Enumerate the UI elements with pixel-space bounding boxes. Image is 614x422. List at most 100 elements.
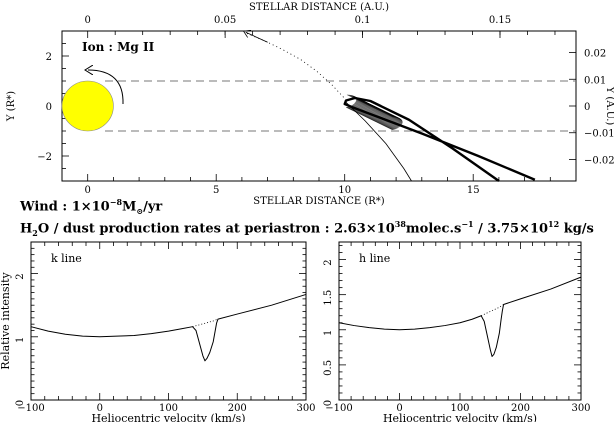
spectrum-frame [30,241,307,401]
orbit-bottom-axis-label: STELLAR DISTANCE (R*) [253,196,385,207]
orbit-x-tick-label: 0 [85,185,91,196]
rotation-arrow [88,70,124,105]
orbit-right-tick-label: 0.02 [584,49,606,60]
wind-prefix: Wind : 1×10 [20,199,110,215]
orbit-top-axis-label: STELLAR DISTANCE (A.U.) [249,2,389,13]
spectrum-continuum [481,304,504,317]
comet-coma-streak [346,107,393,130]
orbit-right-axis-label: Y (A.U.) [604,86,614,126]
comet-coma-streak [352,104,399,128]
orbit-panel: 0 5 10 15 −2 0 2 0 0.05 0.1 0.15 0.02 0.01 0 −0.01 −0.0… [6,2,614,207]
spectrum-y-tick-label: 1 [323,330,334,336]
comet-coma-streak [349,106,397,129]
orbit-y-tick-label: 2 [46,52,52,63]
rates-text-2: molec.s [405,221,462,237]
orbit-x-tick-label: 15 [467,185,480,196]
orbit-top-tick-label: 0.1 [355,15,371,26]
comet-coma-streak [348,106,396,130]
comet-coma-streak [356,99,403,123]
spectrum-line-label: h line [359,252,390,265]
spectrum-continuum [192,318,219,328]
rates-h: H [20,221,33,237]
spectrum-y-tick-label: 0.5 [323,360,334,376]
comet-coma-streak [356,100,403,124]
comet-coma-streak [353,103,401,127]
spectrum-x-tick-label: −100 [17,403,44,414]
rates-text-1: O / dust production rates at periastron … [37,221,395,237]
orbit-x-tick-label: 5 [213,185,219,196]
spectrum-profile [30,293,307,362]
comet-coma-streak [355,101,403,124]
spectrum-x-tick-label: 100 [159,403,178,414]
spectrum-frame [338,241,582,401]
incoming-trajectory [246,33,345,99]
comet-orbit [343,96,536,182]
star-disk [61,80,114,132]
comet-coma-streak [354,103,401,126]
comet-coma-streak [346,94,394,118]
spectrum-x-tick-label: 100 [450,403,469,414]
comet-coma-streak [355,101,402,125]
wind-exponent: −8 [109,197,123,207]
spectrum-x-tick-label: 300 [296,403,315,414]
comet-coma-streak [353,104,400,128]
orbit-left-axis-label: Y (R*) [6,91,17,122]
spectrum-x-axis-label: Heliocentric velocity (km/s) [91,412,245,422]
comet-coma-streak [352,105,399,128]
comet-coma-streak [349,94,396,118]
orbit-right-tick-label: 0 [584,102,590,113]
comet-coma-streak [350,105,397,129]
comet-coma-streak [350,94,397,118]
comet-coma-streak [348,94,396,118]
rates-text-3: / 3.75×10 [473,221,549,237]
rates-exp-2: −1 [461,219,474,229]
comet-coma-streak [351,105,398,129]
comet-coma-streak [345,107,393,130]
wind-label: Wind : 1×10−8M⊙/yr [20,197,162,216]
spectrum-profile [338,276,582,357]
orbit-right-tick-label: −0.01 [584,129,614,140]
orbit-y-tick-label: 0 [46,102,52,113]
comet-coma-streak [355,102,402,126]
spectrum-x-tick-label: 0 [396,403,402,414]
orbit-top-tick-label: 0.05 [214,15,236,26]
comet-tail-line [344,100,412,182]
spectrum-y-tick-label: 0 [323,400,334,406]
rates-sub: 2 [32,227,38,238]
trajectory-arrow [246,32,268,43]
spectrum-line-label: k line [51,252,82,265]
comet-coma-streak [355,101,403,125]
ion-annotation: Ion : Mg II [82,40,155,54]
production-rates-label: H2O / dust production rates at periastro… [20,219,594,238]
spectrum-y-tick-label: 2 [15,273,26,279]
rates-exp-3: 12 [548,219,560,229]
comet-coma-streak [347,94,395,118]
spectrum-x-tick-label: −100 [325,403,352,414]
spectrum-y-tick-label: 1.5 [323,290,334,306]
orbit-top-tick-label: 0 [85,15,91,26]
orbit-right-tick-label: 0.01 [584,75,606,86]
comet-coma-streak [347,106,395,130]
comet-coma-streak [354,102,402,126]
spectrum-y-tick-label: 2 [323,259,334,265]
wind-unit: M [122,199,137,215]
rates-text-4: kg/s [559,221,594,237]
spectrum-y-axis-label: Relative intensity [0,271,12,369]
spectrum-x-tick-label: 200 [228,403,247,414]
spectrum-x-tick-label: 200 [511,403,530,414]
spectrum-x-axis-label: Heliocentric velocity (km/s) [383,412,537,422]
orbit-x-tick-label: 10 [338,185,351,196]
sun-symbol: ⊙ [136,205,144,216]
spectrum-y-tick-label: 0 [15,400,26,406]
orbit-top-tick-label: 0.15 [489,15,511,26]
comet-coma-streak [350,105,398,129]
comet-coma-streak [348,106,395,130]
comet-coma-streak [351,95,398,118]
comet-coma-streak [356,100,403,124]
spectrum-x-tick-label: 300 [571,403,590,414]
rates-exp-1: 38 [394,219,406,229]
orbit-y-tick-label: −2 [37,152,52,163]
